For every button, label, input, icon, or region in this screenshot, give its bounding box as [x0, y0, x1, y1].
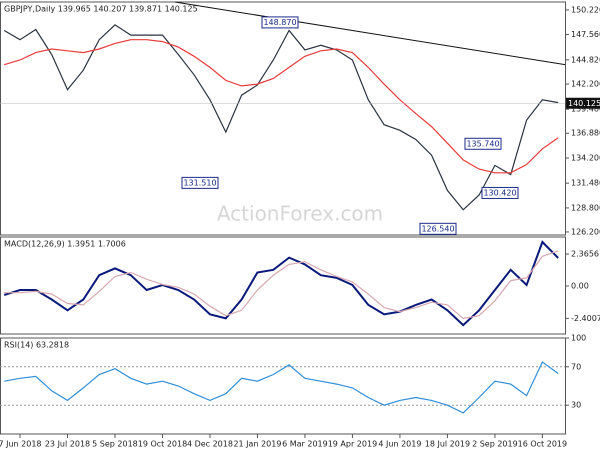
y-tick-label: 131.480: [571, 179, 600, 188]
last-price-label: 140.125: [568, 99, 600, 108]
series-line: [4, 250, 559, 320]
series-line: [4, 361, 559, 414]
x-tick-label: 7 Jun 2018: [0, 440, 42, 449]
y-tick-label: 30: [571, 401, 581, 410]
y-tick-label: 100: [571, 334, 586, 343]
y-tick-label: 150.220: [571, 5, 600, 14]
x-tick-label: 4 Dec 2018: [187, 440, 233, 449]
panel-title: RSI(14) 63.2818: [4, 341, 69, 350]
y-tick-label: 147.560: [571, 30, 600, 39]
annotation-box: [419, 222, 457, 235]
panel-frame: [0, 236, 566, 335]
y-tick-label: 142.200: [571, 80, 600, 89]
series-line: [3, 24, 559, 211]
annotation-box: [261, 16, 299, 29]
x-tick-label: 21 Jan 2019: [233, 440, 281, 449]
trendline: [174, 1, 566, 66]
panel-title: MACD(12,26,9) 1.3951 1.7006: [4, 240, 126, 249]
y-tick-label: 128.800: [571, 203, 600, 212]
x-tick-label: 16 Oct 2019: [518, 440, 567, 449]
x-tick-label: 6 Mar 2019: [282, 440, 328, 449]
annotation-label: 135.740: [466, 139, 499, 148]
annotation-label: 126.540: [421, 224, 454, 233]
y-tick-label: 144.820: [571, 55, 600, 64]
y-tick-label: 134.200: [571, 154, 600, 163]
series-line: [3, 240, 559, 327]
x-tick-label: 2 Sep 2019: [472, 440, 518, 449]
y-tick-label: 136.880: [571, 129, 600, 138]
annotation-label: 130.420: [483, 188, 516, 197]
annotation-box: [481, 186, 519, 199]
x-tick-label: 4 Jun 2019: [378, 440, 421, 449]
x-tick-label: 19 Oct 2018: [138, 440, 187, 449]
series-line: [4, 39, 559, 174]
x-tick-label: 19 Apr 2019: [328, 440, 377, 449]
y-tick-label: 2.3656: [571, 250, 599, 259]
watermark: ActionForex.com: [217, 202, 383, 226]
annotation-box: [464, 137, 502, 150]
panel-frame: [0, 1, 566, 236]
y-tick-label: -2.4007: [571, 314, 600, 323]
annotation-label: 131.510: [183, 178, 216, 187]
annotation-label: 148.870: [263, 18, 296, 27]
panel-title: GBPJPY,Daily 139.965 140.207 139.871 140…: [4, 5, 198, 14]
y-tick-label: 70: [571, 362, 581, 371]
last-price-box: [566, 97, 600, 109]
y-tick-label: 139.480: [571, 105, 600, 114]
x-tick-label: 5 Sep 2018: [92, 440, 138, 449]
y-tick-label: 0.00: [571, 281, 589, 290]
annotation-box: [181, 176, 219, 189]
y-tick-label: 126.200: [571, 227, 600, 236]
x-tick-label: 23 Jul 2018: [45, 440, 90, 449]
x-tick-label: 18 Jul 2019: [425, 440, 470, 449]
